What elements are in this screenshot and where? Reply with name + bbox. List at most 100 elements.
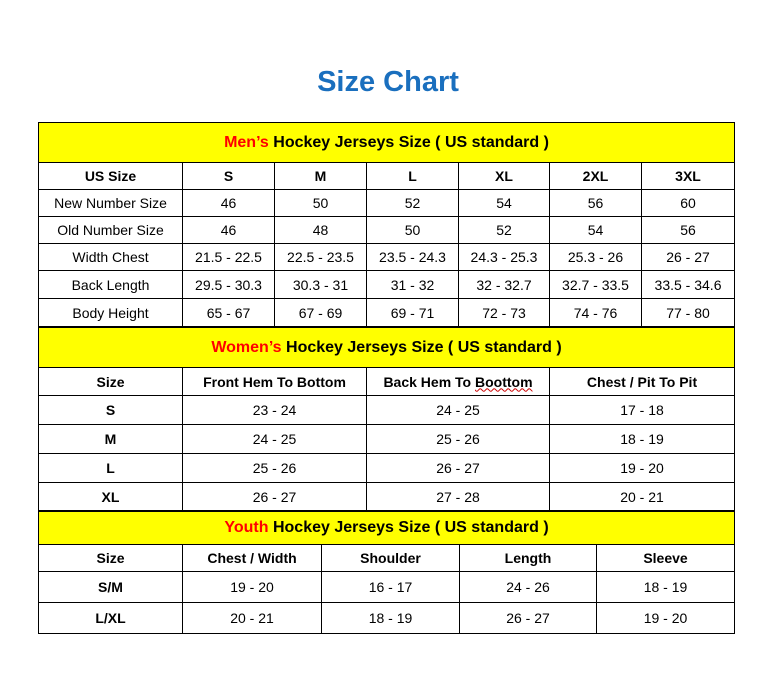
- misspelled-word: Boottom: [475, 373, 533, 390]
- table-cell: 27 - 28: [366, 482, 550, 511]
- table-cell: 46: [182, 216, 275, 244]
- row-label: M: [38, 424, 183, 454]
- table-cell: 22.5 - 23.5: [274, 243, 367, 271]
- column-header: M: [274, 162, 367, 190]
- row-label: Body Height: [38, 298, 183, 327]
- table-cell: 24 - 26: [459, 571, 597, 603]
- column-header: Length: [459, 544, 597, 572]
- table-cell: 20 - 21: [548, 482, 736, 511]
- row-label: Back Length: [38, 270, 183, 299]
- row-label: XL: [38, 482, 183, 511]
- table-cell: 65 - 67: [182, 298, 275, 327]
- column-header: Front Hem To Bottom: [182, 367, 367, 396]
- table-cell: 19 - 20: [548, 453, 736, 483]
- table-row: Old Number Size 46 48 50 52 54 56: [38, 216, 736, 244]
- table-cell: 26 - 27: [182, 482, 367, 511]
- table-row: Width Chest 21.5 - 22.5 22.5 - 23.5 23.5 - …: [38, 243, 736, 271]
- column-header: Size: [38, 544, 183, 572]
- row-label: Old Number Size: [38, 216, 183, 244]
- column-header: S: [182, 162, 275, 190]
- table-cell: 23 - 24: [182, 395, 367, 425]
- row-label: S/M: [38, 571, 183, 603]
- womens-label: Women’s: [211, 338, 282, 356]
- table-cell: 56: [549, 189, 642, 217]
- table-cell: 17 - 18: [548, 395, 736, 425]
- table-cell: 24 - 25: [366, 395, 550, 425]
- mens-column-headers: US Size S M L XL 2XL 3XL: [38, 162, 736, 190]
- mens-label: Men’s: [224, 133, 269, 151]
- table-cell: 52: [366, 189, 459, 217]
- size-chart: Men’s Hockey Jerseys Size ( US standard …: [37, 122, 736, 634]
- column-header: Chest / Pit To Pit: [548, 367, 736, 396]
- column-header: 3XL: [640, 162, 736, 190]
- table-cell: 18 - 19: [548, 424, 736, 454]
- table-row: New Number Size 46 50 52 54 56 60: [38, 189, 736, 217]
- table-cell: 29.5 - 30.3: [182, 270, 275, 299]
- womens-header-text: Hockey Jerseys Size ( US standard ): [281, 338, 562, 356]
- table-cell: 30.3 - 31: [274, 270, 367, 299]
- youth-column-headers: Size Chest / Width Shoulder Length Sleeve: [38, 544, 736, 572]
- table-cell: 54: [458, 189, 550, 217]
- table-cell: 77 - 80: [640, 298, 736, 327]
- table-row: M 24 - 25 25 - 26 18 - 19: [38, 424, 736, 454]
- table-cell: 26 - 27: [640, 243, 736, 271]
- youth-table: Youth Hockey Jerseys Size ( US standard …: [37, 511, 736, 634]
- row-label: L/XL: [38, 602, 183, 634]
- table-cell: 46: [182, 189, 275, 217]
- table-cell: 25.3 - 26: [549, 243, 642, 271]
- table-cell: 26 - 27: [459, 602, 597, 634]
- table-cell: 19 - 20: [182, 571, 322, 603]
- table-cell: 32.7 - 33.5: [549, 270, 642, 299]
- table-row: Body Height 65 - 67 67 - 69 69 - 71 72 - 73 7…: [38, 298, 736, 327]
- column-header: US Size: [38, 162, 183, 190]
- table-cell: 25 - 26: [366, 424, 550, 454]
- table-row: Back Length 29.5 - 30.3 30.3 - 31 31 - 32 32…: [38, 270, 736, 299]
- table-cell: 67 - 69: [274, 298, 367, 327]
- row-label: S: [38, 395, 183, 425]
- table-row: L 25 - 26 26 - 27 19 - 20: [38, 453, 736, 483]
- womens-section-header: Women’s Hockey Jerseys Size ( US standar…: [37, 327, 736, 368]
- table-cell: 26 - 27: [366, 453, 550, 483]
- table-cell: 20 - 21: [182, 602, 322, 634]
- column-header: Chest / Width: [182, 544, 322, 572]
- table-cell: 31 - 32: [366, 270, 459, 299]
- table-cell: 48: [274, 216, 367, 244]
- table-cell: 18 - 19: [595, 571, 736, 603]
- table-cell: 18 - 19: [321, 602, 460, 634]
- table-cell: 52: [458, 216, 550, 244]
- table-cell: 50: [274, 189, 367, 217]
- mens-header-text: Hockey Jerseys Size ( US standard ): [268, 133, 549, 151]
- table-row: XL 26 - 27 27 - 28 20 - 21: [38, 482, 736, 511]
- table-cell: 72 - 73: [458, 298, 550, 327]
- youth-label: Youth: [224, 519, 269, 536]
- table-cell: 25 - 26: [182, 453, 367, 483]
- column-header: Size: [38, 367, 183, 396]
- table-cell: 21.5 - 22.5: [182, 243, 275, 271]
- row-label: L: [38, 453, 183, 483]
- table-row: S/M 19 - 20 16 - 17 24 - 26 18 - 19: [38, 571, 736, 603]
- row-label: Width Chest: [38, 243, 183, 271]
- youth-header-text: Hockey Jerseys Size ( US standard ): [268, 519, 549, 536]
- table-cell: 60: [640, 189, 736, 217]
- table-row: S 23 - 24 24 - 25 17 - 18: [38, 395, 736, 425]
- table-cell: 24 - 25: [182, 424, 367, 454]
- table-cell: 54: [549, 216, 642, 244]
- table-cell: 23.5 - 24.3: [366, 243, 459, 271]
- table-cell: 19 - 20: [595, 602, 736, 634]
- youth-section-header: Youth Hockey Jerseys Size ( US standard …: [37, 511, 736, 545]
- table-cell: 50: [366, 216, 459, 244]
- page-title: Size Chart: [317, 66, 459, 98]
- table-cell: 56: [640, 216, 736, 244]
- column-header: 2XL: [549, 162, 642, 190]
- column-header: L: [366, 162, 459, 190]
- column-header: Shoulder: [321, 544, 460, 572]
- womens-table: Women’s Hockey Jerseys Size ( US standar…: [37, 327, 736, 511]
- mens-section-header: Men’s Hockey Jerseys Size ( US standard …: [37, 122, 736, 163]
- table-cell: 74 - 76: [549, 298, 642, 327]
- row-label: New Number Size: [38, 189, 183, 217]
- table-cell: 16 - 17: [321, 571, 460, 603]
- table-row: L/XL 20 - 21 18 - 19 26 - 27 19 - 20: [38, 602, 736, 634]
- table-cell: 33.5 - 34.6: [640, 270, 736, 299]
- table-cell: 69 - 71: [366, 298, 459, 327]
- mens-table: Men’s Hockey Jerseys Size ( US standard …: [37, 122, 736, 327]
